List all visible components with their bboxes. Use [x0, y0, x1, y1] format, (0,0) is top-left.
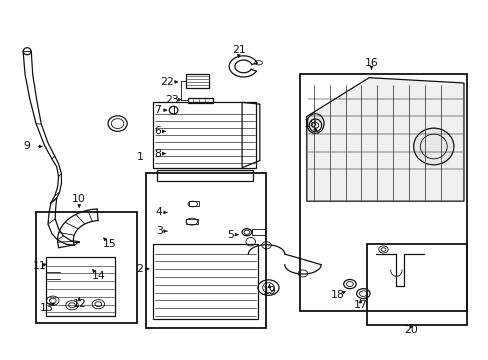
Text: 7: 7: [154, 105, 161, 115]
Text: 3: 3: [156, 226, 163, 236]
Bar: [36, 212, 137, 323]
Text: 18: 18: [330, 290, 344, 300]
Bar: [153, 102, 256, 168]
Text: 10: 10: [72, 194, 86, 204]
Bar: [189, 201, 199, 207]
Bar: [185, 219, 197, 224]
Text: 22: 22: [160, 77, 173, 87]
Text: 4: 4: [156, 207, 163, 217]
Bar: [157, 170, 253, 181]
Text: 16: 16: [364, 58, 378, 68]
Text: 21: 21: [231, 45, 245, 55]
Text: 19: 19: [262, 286, 276, 296]
Text: 17: 17: [353, 300, 366, 310]
Text: 12: 12: [72, 299, 86, 309]
Text: 13: 13: [40, 303, 54, 313]
Text: 23: 23: [164, 95, 178, 104]
Ellipse shape: [413, 128, 453, 165]
Text: 8: 8: [154, 149, 161, 158]
Text: 1: 1: [136, 152, 143, 162]
Bar: [299, 74, 467, 311]
Text: 18: 18: [303, 119, 317, 129]
Bar: [45, 257, 115, 316]
Text: 14: 14: [91, 271, 105, 281]
Bar: [251, 229, 264, 235]
Polygon shape: [306, 78, 463, 201]
Text: 15: 15: [102, 239, 116, 249]
Bar: [153, 243, 257, 319]
Bar: [185, 74, 208, 88]
Bar: [366, 243, 467, 325]
Text: 6: 6: [154, 126, 161, 136]
Text: 11: 11: [33, 261, 46, 271]
Text: 20: 20: [404, 325, 417, 335]
Text: 2: 2: [136, 264, 143, 274]
Bar: [146, 173, 265, 328]
Text: 5: 5: [227, 230, 234, 240]
Text: 9: 9: [23, 141, 30, 152]
Bar: [187, 98, 212, 103]
